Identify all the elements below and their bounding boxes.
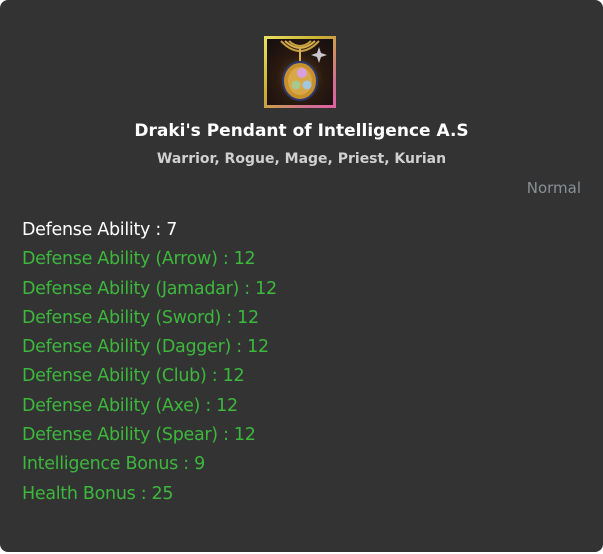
item-grade: Normal [526,179,581,197]
pendant-icon [264,36,336,108]
stat-list: Defense Ability : 7 Defense Ability (Arr… [22,218,277,511]
stat-line: Defense Ability (Dagger) : 12 [22,337,269,358]
stat-line: Defense Ability (Axe) : 12 [22,395,238,416]
item-classes: Warrior, Rogue, Mage, Priest, Kurian [156,151,447,167]
stat-line: Defense Ability : 7 [22,220,178,240]
item-name: Draki's Pendant of Intelligence A.S [134,121,469,141]
stat-line: Defense Ability (Jamadar) : 12 [22,278,277,299]
stat-line: Defense Ability (Spear) : 12 [22,425,256,446]
stat-line: Defense Ability (Arrow) : 12 [22,249,256,270]
stat-line: Intelligence Bonus : 9 [22,454,205,475]
stat-line: Health Bonus : 25 [22,483,174,504]
stat-line: Defense Ability (Sword) : 12 [22,307,259,328]
stat-line: Defense Ability (Club) : 12 [22,366,245,387]
